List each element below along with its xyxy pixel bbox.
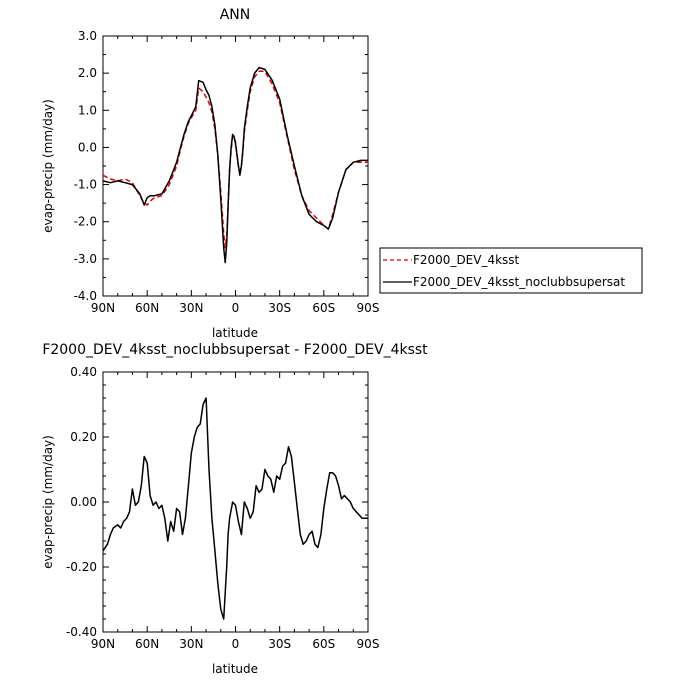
top-y-tick-label: 0.0 [78, 140, 97, 154]
top-x-tick-label: 60S [312, 301, 335, 315]
bottom-x-tick-label: 60S [312, 637, 335, 651]
bottom-ylabel: evap-precip (mm/day) [41, 435, 55, 569]
bottom-x-tick-label: 60N [135, 637, 159, 651]
top-x-tick-label: 90N [91, 301, 115, 315]
bottom-title: F2000_DEV_4ksst_noclubbsupersat - F2000_… [42, 342, 428, 358]
legend-label-series-1: F2000_DEV_4ksst [413, 253, 520, 267]
bottom-plot-frame [102, 371, 369, 633]
top-x-tick-label: 0 [232, 301, 240, 315]
legend-label-series-2: F2000_DEV_4ksst_noclubbsupersat [413, 275, 625, 289]
top-series-line-2 [102, 66, 368, 264]
legend: F2000_DEV_4ksst F2000_DEV_4ksst_noclubbs… [379, 247, 643, 294]
top-y-tick-label: -3.0 [74, 252, 97, 266]
bottom-x-tick-label: 30N [179, 637, 203, 651]
top-y-tick-label: -1.0 [74, 178, 97, 192]
top-y-tick-label: 1.0 [78, 103, 97, 117]
bottom-x-tick-label: 90N [91, 637, 115, 651]
bottom-x-tick-label: 0 [232, 637, 240, 651]
top-series [102, 66, 368, 264]
top-x-tick-label: 60N [135, 301, 159, 315]
top-y-tick-label: 3.0 [78, 29, 97, 43]
top-series-line-1 [102, 70, 368, 249]
bottom-y-tick-label: -0.40 [66, 625, 97, 639]
top-y-tick-label: 2.0 [78, 66, 97, 80]
bottom-y-tick-label: -0.20 [66, 560, 97, 574]
top-plot-frame [102, 35, 369, 297]
top-x-tick-label: 30N [179, 301, 203, 315]
legend-box [379, 247, 643, 294]
bottom-series [102, 397, 368, 620]
bottom-axes: 90N 60N 30N 0 30S 60S 90S 0.40 0.20 0.00 -0.20 -0.4… [66, 365, 380, 651]
bottom-y-tick-label: 0.20 [70, 430, 97, 444]
top-x-tick-label: 90S [357, 301, 380, 315]
top-x-tick-label: 30S [268, 301, 291, 315]
top-axes: 90N 60N 30N 0 30S 60S 90S 3.0 2.0 1.0 0.0 -1.0 -2.0 -… [74, 29, 380, 315]
bottom-y-tick-label: 0.00 [70, 495, 97, 509]
bottom-series-line-1 [102, 397, 368, 620]
top-y-tick-label: -2.0 [74, 215, 97, 229]
top-panel: ANN 90N 60N 30N 0 30S 60S 90S 3.0 2.0 1.0 0.0 -1.0 -… [41, 7, 379, 340]
bottom-panel: F2000_DEV_4ksst_noclubbsupersat - F2000_… [41, 342, 428, 676]
top-y-tick-label: -4.0 [74, 289, 97, 303]
bottom-x-tick-label: 30S [268, 637, 291, 651]
top-xlabel: latitude [212, 326, 258, 340]
bottom-x-tick-label: 90S [357, 637, 380, 651]
bottom-xlabel: latitude [212, 662, 258, 676]
top-title: ANN [220, 7, 251, 23]
bottom-y-tick-label: 0.40 [70, 365, 97, 379]
top-ylabel: evap-precip (mm/day) [41, 99, 55, 233]
